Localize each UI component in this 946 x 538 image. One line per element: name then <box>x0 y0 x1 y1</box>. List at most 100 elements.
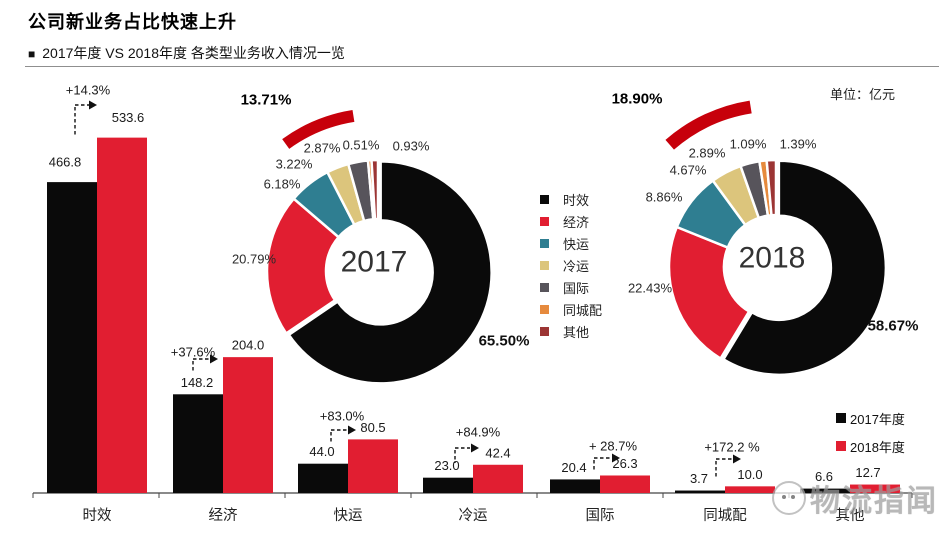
value-2017-冷运: 23.0 <box>434 458 459 473</box>
bar-2018-时效 <box>97 137 147 493</box>
page-title: 公司新业务占比快速上升 <box>28 12 237 32</box>
donut-2018-pct-国际: 2.89% <box>689 146 726 161</box>
donut-2017-pct-经济: 20.79% <box>232 252 277 267</box>
bar-2017-经济 <box>173 394 223 493</box>
legend-label: 快运 <box>563 236 590 252</box>
donut-legend-item-冷运: 冷运 <box>540 254 602 276</box>
donut-2018-slice-其他 <box>765 158 778 217</box>
donut-2018-pct-其他: 1.39% <box>780 137 817 152</box>
category-label-经济: 经济 <box>209 507 238 524</box>
legend-swatch-icon <box>540 216 549 226</box>
bar-2018-经济 <box>223 357 273 493</box>
mascot-logo-icon <box>772 481 806 515</box>
growth-label-同城配: +172.2 % <box>704 440 760 455</box>
series-legend-item-2018年度: 2018年度 <box>836 432 905 460</box>
mascot-eye-icon <box>782 495 786 499</box>
donut-2017-pct-其他: 0.93% <box>393 139 430 154</box>
legend-swatch-icon <box>540 260 549 270</box>
growth-arrowhead-冷运 <box>471 443 479 453</box>
legend-label: 2018年度 <box>850 439 905 455</box>
legend-label: 2017年度 <box>850 411 905 427</box>
category-label-同城配: 同城配 <box>703 507 747 524</box>
value-2018-快运: 80.5 <box>360 420 385 435</box>
legend-swatch-icon <box>540 194 549 204</box>
growth-arrowhead-时效 <box>89 100 97 110</box>
value-2017-其他: 6.6 <box>815 469 833 484</box>
donut-legend-item-国际: 国际 <box>540 276 602 298</box>
donut-legend-item-经济: 经济 <box>540 210 602 232</box>
value-2017-时效: 466.8 <box>49 155 82 170</box>
bar-series-legend: 2017年度 2018年度 <box>836 404 905 460</box>
donut-2017-pct-国际: 2.87% <box>304 141 341 156</box>
bar-2017-时效 <box>47 182 97 493</box>
value-2017-同城配: 3.7 <box>690 471 708 486</box>
legend-label: 时效 <box>563 192 590 208</box>
growth-arrowhead-同城配 <box>733 454 741 464</box>
donut-2018-pct-经济: 22.43% <box>628 281 673 296</box>
category-label-时效: 时效 <box>83 507 112 524</box>
donut-2017-year-label: 2017 <box>341 246 408 279</box>
legend-label: 冷运 <box>563 258 590 274</box>
bar-2017-冷运 <box>423 477 473 493</box>
legend-label: 其他 <box>563 324 590 340</box>
subtitle: ■ 2017年度 VS 2018年度 各类型业务收入情况一览 <box>28 43 345 63</box>
legend-label: 国际 <box>563 280 590 296</box>
donut-legend-item-同城配: 同城配 <box>540 298 602 320</box>
donut-2017-slice-经济 <box>265 196 341 336</box>
bar-2017-快运 <box>298 463 348 493</box>
subtitle-text: 2017年度 VS 2018年度 各类型业务收入情况一览 <box>42 45 345 61</box>
legend-swatch-icon <box>540 326 549 336</box>
growth-label-国际: + 28.7% <box>589 439 638 454</box>
growth-label-冷运: +84.9% <box>456 425 501 440</box>
donut-2018-pct-同城配: 1.09% <box>730 137 767 152</box>
donut-legend-item-快运: 快运 <box>540 232 602 254</box>
donut-2018-highlight-label: 18.90% <box>612 91 663 108</box>
donut-2018-highlight-arc <box>665 100 752 150</box>
category-label-快运: 快运 <box>334 507 363 524</box>
donut-2018-slice-时效 <box>721 159 888 377</box>
value-2017-经济: 148.2 <box>181 375 214 390</box>
bar-2018-冷运 <box>473 464 523 493</box>
category-label-冷运: 冷运 <box>459 507 488 524</box>
growth-arrowhead-经济 <box>210 354 218 364</box>
donut-legend: 时效经济快运冷运国际同城配其他 <box>540 188 602 342</box>
donut-2017-pct-同城配: 0.51% <box>343 138 380 153</box>
donut-2018-pct-快运: 8.86% <box>646 190 683 205</box>
donut-2017-slice-其他 <box>370 158 380 221</box>
unit-label: 单位：亿元 <box>830 87 896 102</box>
growth-label-经济: +37.6% <box>171 345 216 360</box>
legend-swatch-icon <box>836 413 846 423</box>
donut-2018-slice-经济 <box>667 225 751 361</box>
value-2017-国际: 20.4 <box>561 460 586 475</box>
donut-2017-pct-时效: 65.50% <box>479 333 530 350</box>
legend-swatch-icon <box>540 282 549 292</box>
mascot-eye-icon <box>791 495 795 499</box>
growth-label-时效: +14.3% <box>66 83 111 98</box>
bar-2018-快运 <box>348 439 398 493</box>
donut-legend-item-时效: 时效 <box>540 188 602 210</box>
growth-label-快运: +83.0% <box>320 409 365 424</box>
donut-2017-slice-时效 <box>287 160 493 385</box>
watermark: 物流指闻 <box>772 476 938 520</box>
growth-arrowhead-国际 <box>612 453 620 463</box>
value-2017-快运: 44.0 <box>309 444 334 459</box>
bar-2018-国际 <box>600 475 650 493</box>
legend-swatch-icon <box>540 304 549 314</box>
watermark-text: 物流指闻 <box>810 485 938 518</box>
legend-swatch-icon <box>540 238 549 248</box>
value-2018-时效: 533.6 <box>112 110 145 125</box>
bar-2018-同城配 <box>725 486 775 493</box>
category-label-国际: 国际 <box>586 507 615 524</box>
bar-2017-国际 <box>550 479 600 493</box>
donut-legend-item-其他: 其他 <box>540 320 602 342</box>
series-legend-item-2017年度: 2017年度 <box>836 404 905 432</box>
value-2018-国际: 26.3 <box>612 456 637 471</box>
value-2018-同城配: 10.0 <box>737 467 762 482</box>
donut-2018-year-label: 2018 <box>739 242 806 275</box>
donut-2018-pct-时效: 58.67% <box>868 318 919 335</box>
donut-2018-pct-冷运: 4.67% <box>670 163 707 178</box>
divider <box>25 66 939 67</box>
value-2018-经济: 204.0 <box>232 338 265 353</box>
donut-2017-highlight-arc <box>282 110 355 149</box>
